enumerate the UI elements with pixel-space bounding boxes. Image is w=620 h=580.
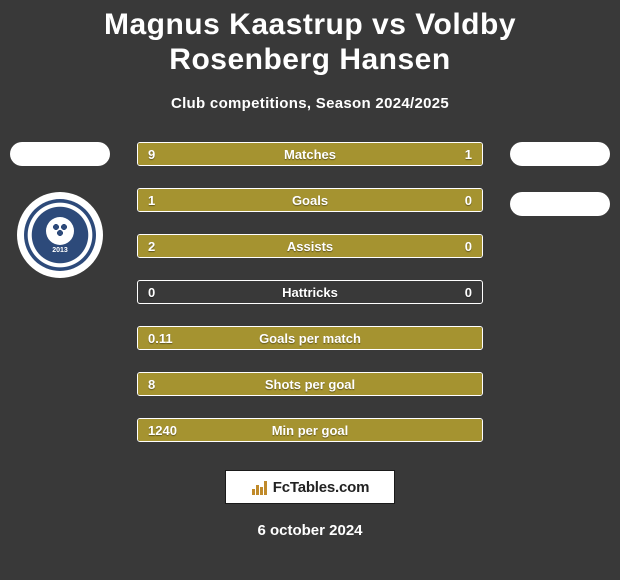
right-player-column: [510, 142, 610, 242]
bar-fill-left: [138, 189, 482, 211]
stat-row: 0.11Goals per match: [137, 326, 483, 350]
stat-value-left: 0: [148, 281, 155, 303]
date-text: 6 october 2024: [0, 522, 620, 539]
stat-row: 0 0Hattricks: [137, 280, 483, 304]
bar-fill-left: [138, 143, 403, 165]
bar-fill-left: [138, 327, 482, 349]
comparison-content: 2013 91Matches 10Goals 20Assists 0 0Hattrick…: [0, 142, 620, 442]
left-player-column: 2013: [10, 142, 110, 278]
stat-value-right: 0: [465, 281, 472, 303]
right-club-badge: [510, 192, 610, 216]
stat-bars: 91Matches 10Goals 20Assists 0 0Hattricks 0.11…: [137, 142, 483, 442]
bar-fill-right: [403, 143, 482, 165]
stat-row: 10Goals: [137, 188, 483, 212]
bar-fill-left: [138, 419, 482, 441]
stat-row: 8Shots per goal: [137, 372, 483, 396]
left-club-badge: 2013: [17, 192, 103, 278]
chart-icon: [251, 478, 269, 496]
subtitle: Club competitions, Season 2024/2025: [0, 95, 620, 112]
right-player-avatar: [510, 142, 610, 166]
page-title: Magnus Kaastrup vs Voldby Rosenberg Hans…: [0, 0, 620, 81]
stat-row: 20Assists: [137, 234, 483, 258]
site-logo-text: FcTables.com: [273, 479, 370, 496]
bar-fill-left: [138, 235, 482, 257]
stat-label: Hattricks: [138, 281, 482, 303]
site-logo: FcTables.com: [225, 470, 395, 504]
bar-fill-left: [138, 373, 482, 395]
stat-row: 1240Min per goal: [137, 418, 483, 442]
stat-row: 91Matches: [137, 142, 483, 166]
vendsyssel-badge-icon: 2013: [24, 199, 96, 271]
left-player-avatar: [10, 142, 110, 166]
